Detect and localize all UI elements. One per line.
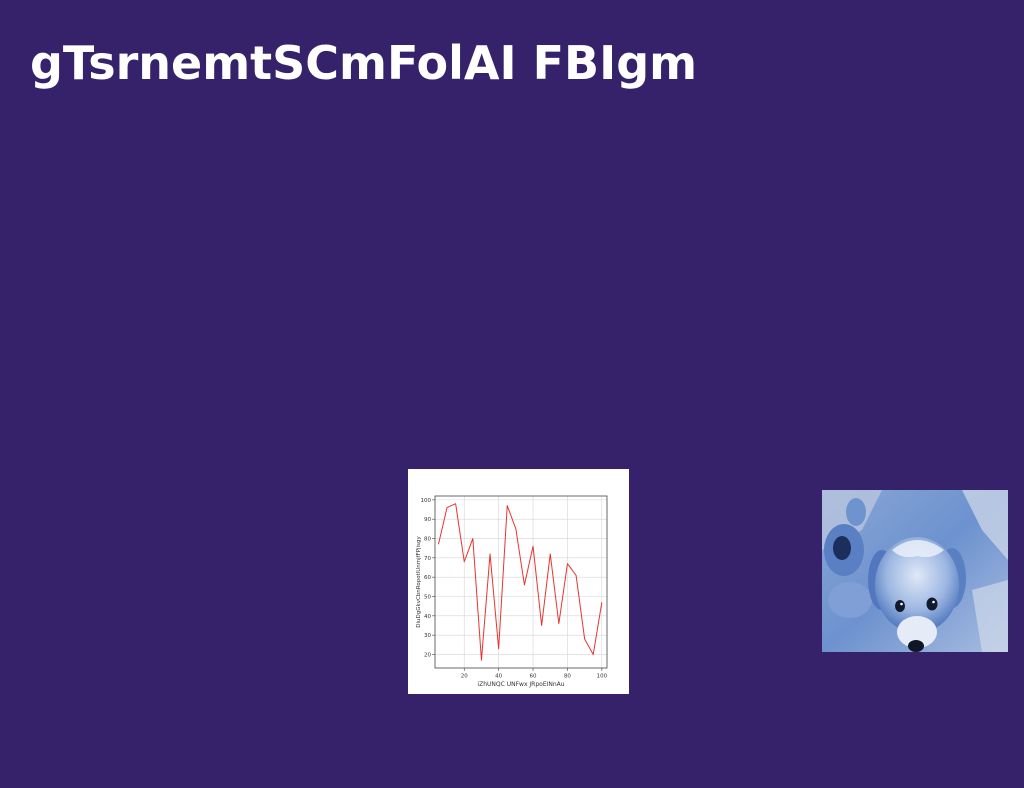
plot-frame: [434, 495, 608, 669]
y-tick-label: 90: [424, 517, 431, 523]
x-tick-label: 40: [495, 674, 502, 680]
chart-grid: [435, 496, 607, 668]
y-tick-label: 100: [421, 498, 432, 504]
y-tick-label: 60: [424, 575, 431, 581]
line-chart: 20 40 60 80 100 20 30 40 50 60 70 80 90 100 iZhUNQC U…: [416, 495, 608, 688]
y-tick-label: 80: [424, 537, 431, 543]
y-tick-label: 50: [424, 594, 431, 600]
x-tick-label: 60: [530, 674, 537, 680]
x-tick-label: 100: [597, 674, 608, 680]
series-line: [437, 503, 603, 661]
y-tick-label: 30: [424, 633, 431, 639]
x-axis-label: iZhUNQC UNFwx JRpoEINnAu: [477, 681, 564, 688]
y-tick-label: 70: [424, 556, 431, 562]
puppy-photo: [822, 490, 1008, 652]
y-tick-label: 40: [424, 614, 431, 620]
line-chart-card: 20 40 60 80 100 20 30 40 50 60 70 80 90 100 iZhUNQC U…: [408, 469, 629, 694]
chart-ticks: 20 40 60 80 100 20 30 40 50 60 70 80 90 100: [421, 498, 608, 680]
x-tick-label: 80: [564, 674, 571, 680]
y-axis-label: DiuDgGkvCbnRopotlUnmjfFPjisgy: [416, 536, 422, 628]
puppy-image: [822, 490, 1008, 652]
page-title: gTsrnemtSCmFolAI FBIgm: [30, 36, 698, 90]
y-tick-label: 20: [424, 652, 431, 658]
x-tick-label: 20: [461, 674, 468, 680]
